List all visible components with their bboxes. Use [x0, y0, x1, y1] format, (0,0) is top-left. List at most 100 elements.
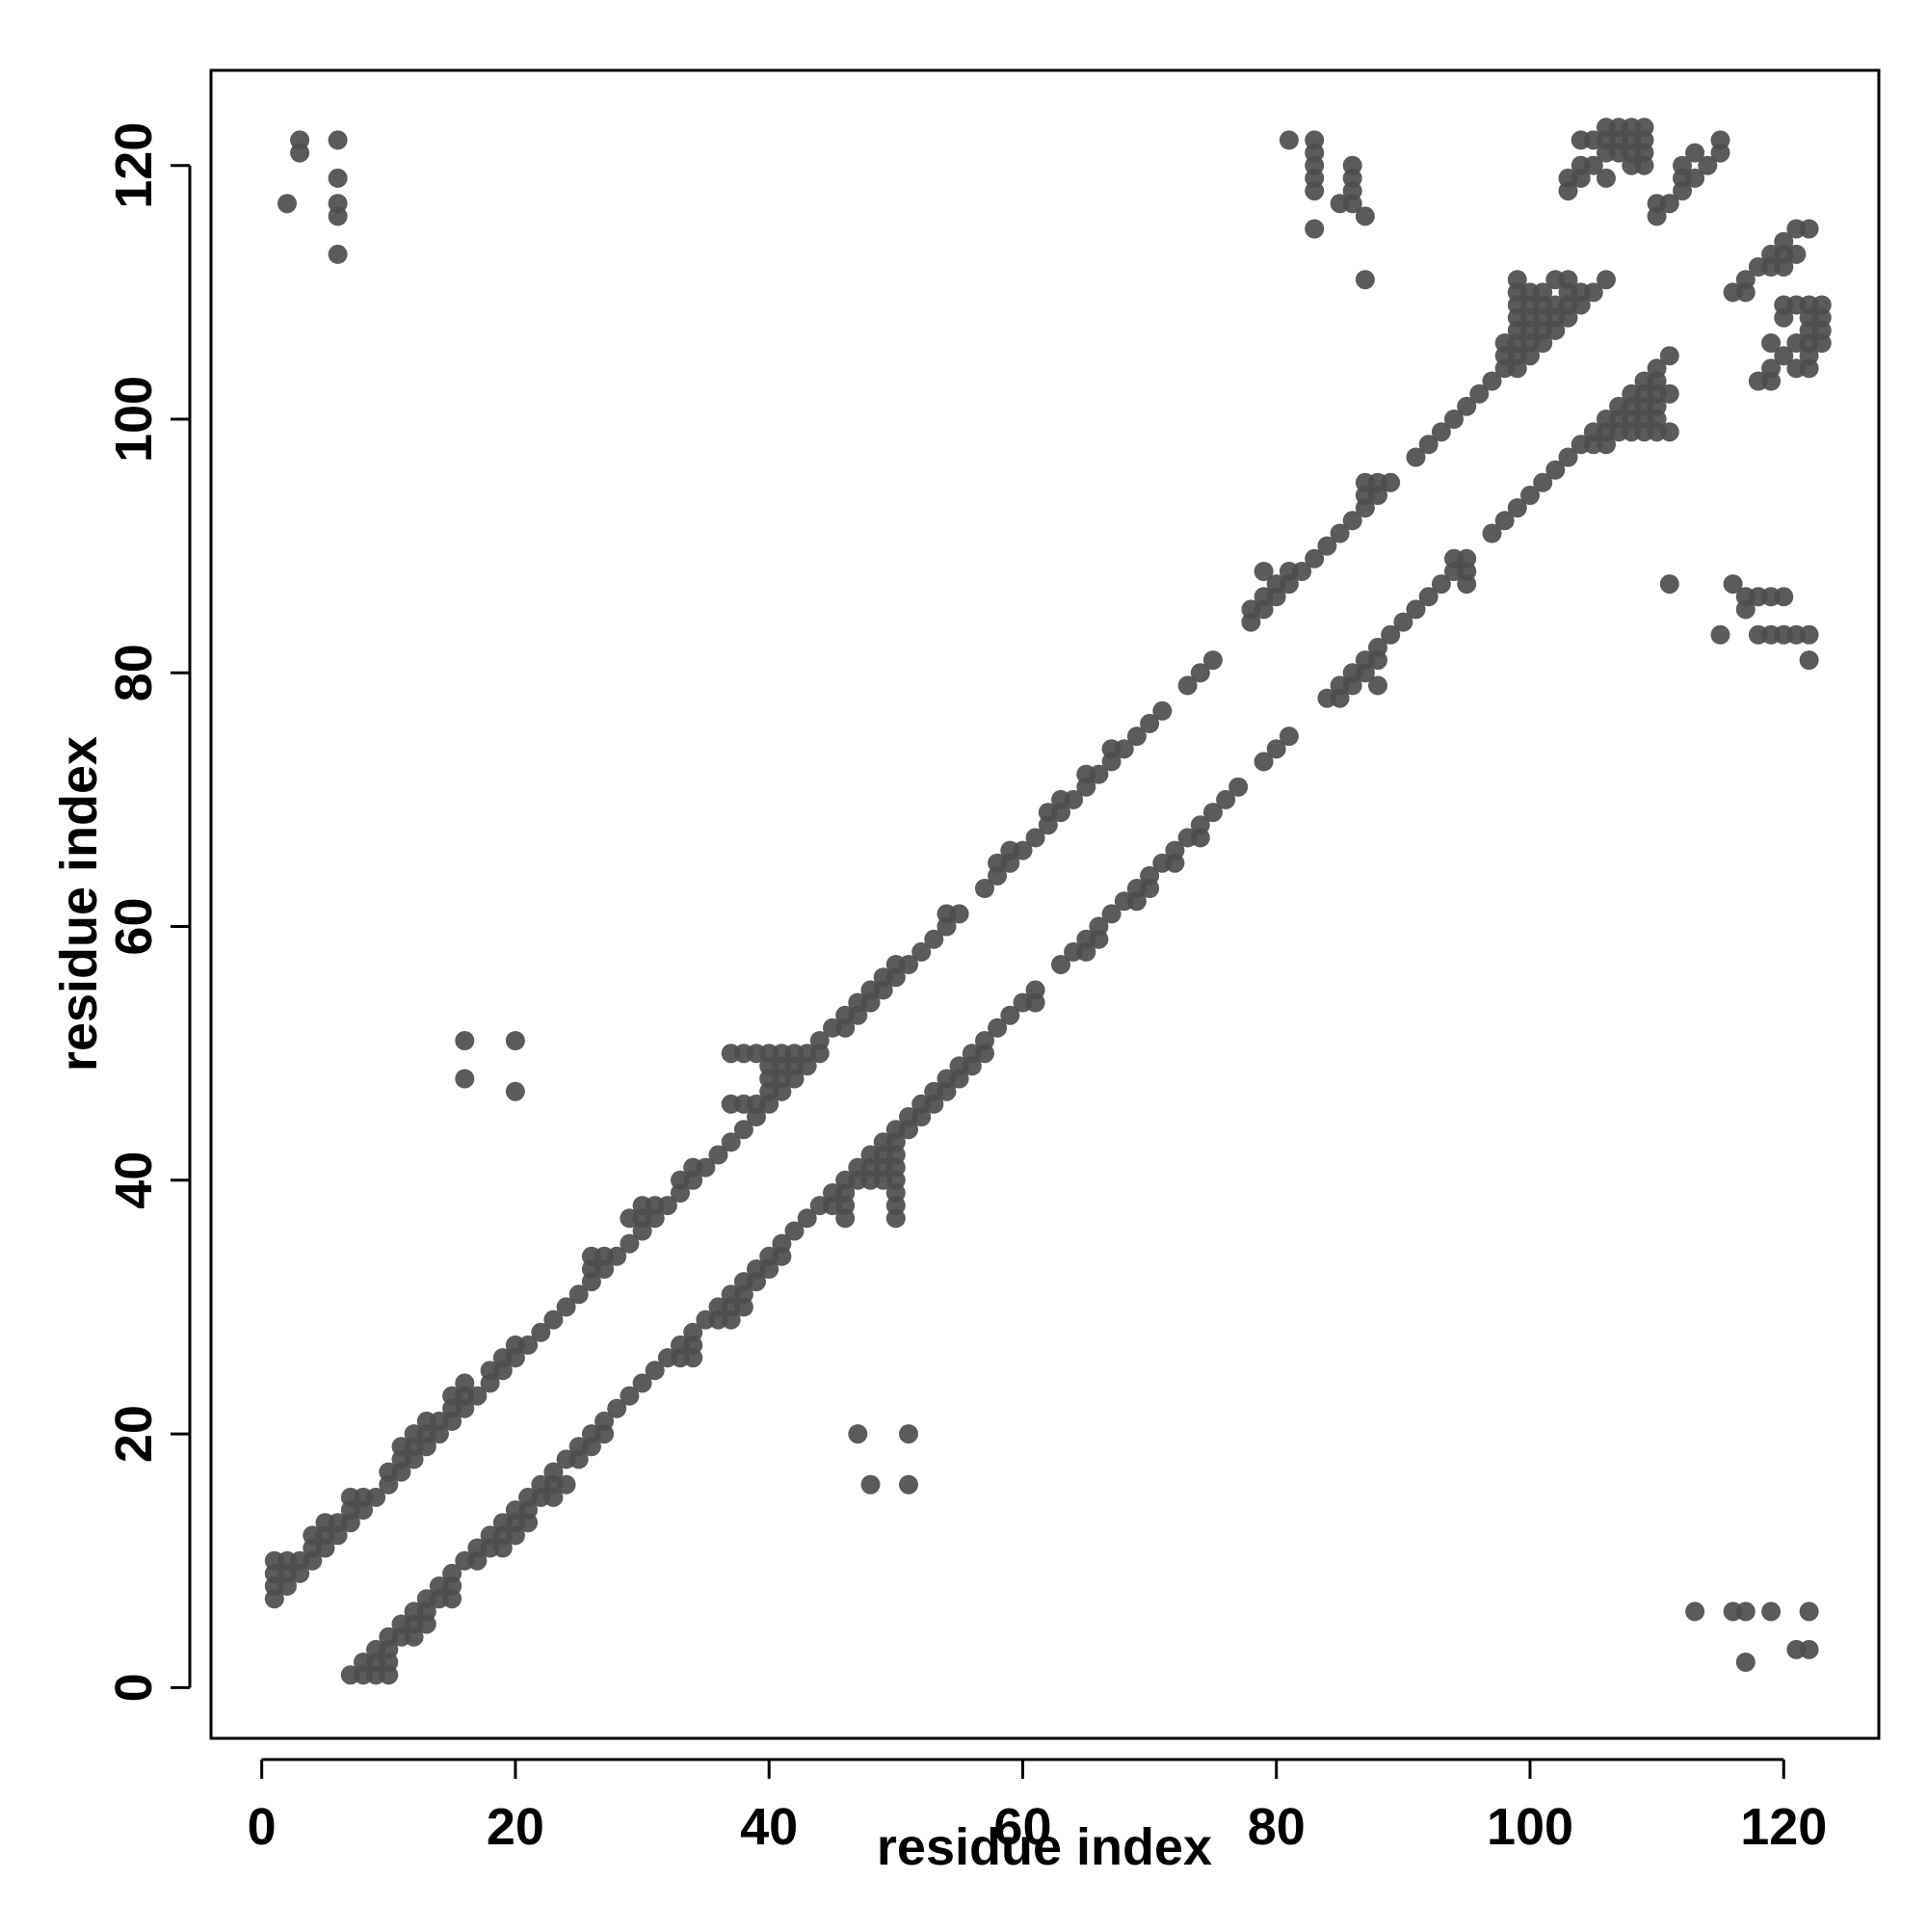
- contact-point: [1659, 384, 1679, 404]
- contact-point: [1305, 548, 1325, 569]
- contact-point: [467, 1386, 488, 1406]
- contact-point: [277, 194, 297, 214]
- contact-point: [568, 1284, 589, 1305]
- contact-point: [1190, 815, 1210, 835]
- contact-point: [1494, 511, 1515, 531]
- contact-point: [1279, 727, 1299, 747]
- contact-point: [683, 1322, 703, 1342]
- contact-point: [632, 1373, 652, 1393]
- contact-point: [543, 1310, 564, 1330]
- contact-point: [1457, 396, 1477, 416]
- contact-point: [1723, 574, 1743, 595]
- contact-point: [809, 1031, 830, 1050]
- contact-point: [899, 1424, 918, 1444]
- contact-point: [1431, 422, 1451, 442]
- contact-point: [328, 130, 348, 150]
- contact-point: [1126, 727, 1147, 747]
- contact-point: [860, 1474, 881, 1495]
- contact-point: [1393, 612, 1413, 632]
- contact-point: [290, 130, 310, 150]
- contact-point: [1507, 498, 1527, 518]
- contact-point: [328, 244, 348, 264]
- contact-point: [708, 1145, 728, 1165]
- contact-point: [1330, 523, 1350, 543]
- contact-point: [1659, 574, 1679, 595]
- contact-point: [1152, 701, 1173, 721]
- y-tick-label: 60: [105, 897, 163, 955]
- contact-point: [328, 168, 348, 188]
- contact-point: [556, 1297, 576, 1317]
- contact-point: [1177, 675, 1198, 696]
- contact-point: [1228, 777, 1249, 797]
- contact-point: [848, 1424, 868, 1444]
- contact-point: [899, 955, 918, 974]
- contact-point: [1064, 789, 1084, 809]
- contact-point: [1482, 371, 1502, 391]
- contact-point: [1368, 675, 1387, 696]
- contact-point: [1101, 904, 1122, 924]
- contact-point: [1799, 1639, 1819, 1659]
- contact-point: [1735, 270, 1755, 290]
- contact-point: [1305, 130, 1325, 150]
- contact-point: [1735, 1653, 1755, 1672]
- plot-frame: [209, 68, 1881, 1740]
- contact-point: [1761, 1601, 1782, 1622]
- contact-point: [455, 1069, 475, 1089]
- y-axis-title: residue index: [50, 736, 108, 1072]
- contact-point: [594, 1411, 615, 1431]
- contact-point: [1520, 486, 1540, 505]
- contact-point: [1799, 650, 1819, 671]
- contact-point: [988, 1018, 1008, 1038]
- y-tick-label: 80: [105, 644, 163, 701]
- x-tick-label: 80: [1248, 1798, 1306, 1856]
- contact-point: [543, 1462, 564, 1482]
- contact-point: [899, 1474, 918, 1495]
- contact-point: [1735, 1601, 1755, 1622]
- contact-point: [1305, 219, 1325, 239]
- contact-point: [975, 1031, 994, 1050]
- contact-point: [645, 1361, 665, 1381]
- contact-point: [1799, 1601, 1819, 1622]
- contact-point: [772, 1233, 792, 1254]
- contact-point: [1266, 739, 1286, 759]
- contact-point: [1647, 358, 1667, 379]
- contact-point: [556, 1474, 576, 1495]
- contact-point: [1597, 168, 1616, 188]
- contact-point: [1089, 916, 1109, 937]
- contact-point: [1292, 562, 1312, 581]
- contact-point: [1685, 168, 1705, 188]
- contact-point: [620, 1386, 640, 1406]
- contact-point: [328, 194, 348, 214]
- contact-point: [607, 1398, 627, 1418]
- x-axis: 0 20 40 60 80 100 120: [248, 1758, 1827, 1856]
- contact-point: [1254, 752, 1274, 772]
- contact-point: [1698, 155, 1718, 175]
- y-axis: 0 20 40 60 80 100 120: [105, 122, 192, 1702]
- contact-point: [1165, 840, 1185, 860]
- x-tick-label: 120: [1740, 1798, 1827, 1856]
- contact-point: [1583, 282, 1603, 303]
- contact-point: [1140, 865, 1160, 886]
- contact-point: [1761, 333, 1782, 353]
- contact-point: [1659, 422, 1679, 442]
- contact-point: [1418, 587, 1439, 607]
- contact-point: [1444, 410, 1464, 429]
- contact-point: [531, 1322, 551, 1342]
- contact-point: [975, 879, 994, 898]
- contact-point: [1000, 1005, 1020, 1025]
- contact-point: [721, 1132, 741, 1152]
- contact-point: [696, 1157, 716, 1178]
- contact-point: [455, 1031, 475, 1050]
- x-axis-title: residue index: [877, 1818, 1212, 1876]
- contact-point: [1406, 599, 1426, 620]
- contact-point: [1774, 231, 1794, 251]
- contact-point: [1597, 270, 1616, 290]
- contact-point: [607, 1246, 627, 1266]
- contact-point: [1533, 282, 1553, 303]
- y-tick-label: 0: [105, 1673, 163, 1702]
- contact-point: [924, 929, 944, 949]
- contact-point: [1710, 130, 1730, 150]
- x-tick-label: 20: [487, 1798, 544, 1856]
- x-tick-label: 0: [248, 1798, 277, 1856]
